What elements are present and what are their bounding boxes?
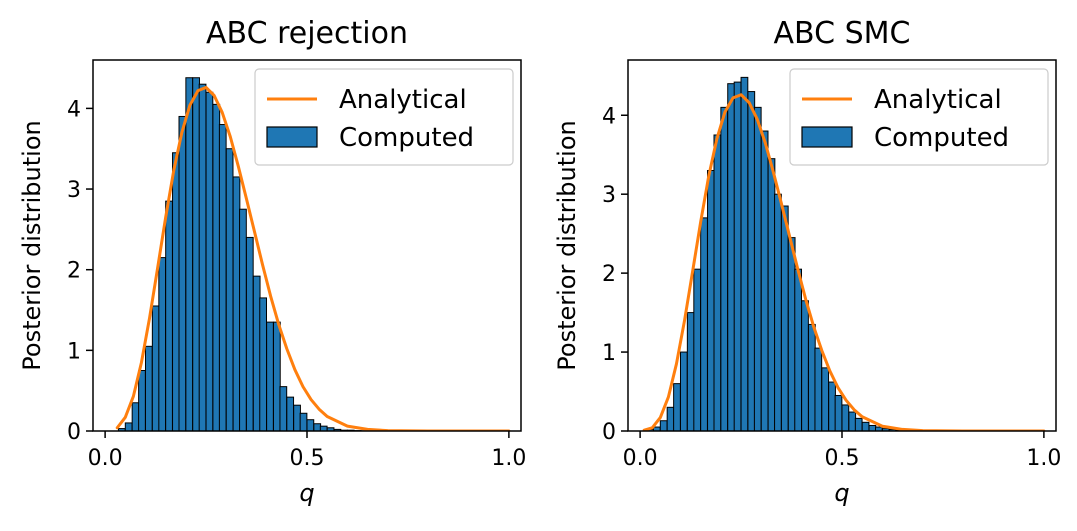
histogram-bar (848, 411, 857, 431)
x-tick-label: 0.0 (88, 446, 123, 471)
histogram-bar (286, 396, 295, 431)
histogram-bar (225, 148, 234, 431)
chart-panel-2: 0.0 0.5 1.0 0 1 2 3 4 ABC SMC q Posterior distribu… (553, 16, 1061, 507)
histogram-bar (834, 394, 843, 431)
histogram-bar (814, 347, 823, 431)
histogram-bar (707, 170, 715, 431)
y-tick-label: 3 (602, 183, 616, 208)
histogram-bar (239, 208, 247, 431)
histogram-bar (774, 193, 782, 431)
y-tick-label: 2 (67, 259, 81, 284)
legend-label-computed: Computed (874, 123, 1009, 153)
histogram-bar (733, 81, 742, 431)
legend-label-analytical: Analytical (339, 85, 467, 115)
histogram-bar (854, 417, 863, 431)
legend-swatch-computed (266, 126, 318, 148)
legend-label-computed: Computed (339, 123, 474, 153)
histogram-bar (212, 103, 221, 431)
histogram-bar (144, 345, 153, 431)
histogram-bar (747, 91, 756, 431)
histogram-bar (673, 383, 681, 431)
y-tick-label: 1 (602, 341, 616, 366)
histogram-bar (821, 367, 830, 431)
histogram-bar (787, 237, 796, 431)
histogram-bar (720, 106, 729, 431)
histogram-bar (165, 200, 173, 431)
histogram-bar (727, 83, 735, 431)
histogram-bar (198, 83, 207, 431)
chart-title: ABC SMC (774, 16, 911, 51)
y-tick-label: 2 (602, 262, 616, 287)
histogram-bar (138, 370, 146, 431)
x-tick-label: 0.5 (290, 446, 325, 471)
histogram-bar (861, 421, 870, 431)
histogram-bar (713, 134, 722, 431)
analytical-line (115, 85, 511, 431)
y-tick-label: 3 (67, 178, 81, 203)
y-tick-label: 4 (67, 97, 81, 122)
histogram-bar (306, 419, 315, 431)
histogram-bar (801, 300, 809, 431)
histogram-bar (700, 217, 708, 431)
histogram-bar (767, 158, 776, 431)
histogram-bar (232, 176, 241, 431)
histogram-bar (151, 305, 160, 431)
histogram-bars (117, 77, 389, 431)
histogram-bar (780, 205, 789, 431)
x-tick-label: 0.0 (623, 446, 658, 471)
legend-swatch-computed (801, 126, 853, 148)
histogram-bar (259, 297, 268, 431)
histogram-bar (192, 77, 200, 431)
histogram-bar (245, 236, 254, 431)
x-axis-label: q (834, 479, 849, 507)
histogram-bar (828, 381, 836, 431)
histogram-bar (760, 130, 769, 431)
histogram-bar (272, 321, 281, 431)
histogram-bar (299, 412, 308, 431)
histogram-bars (646, 76, 917, 431)
histogram-bar (172, 152, 180, 431)
histogram-bar (666, 406, 675, 431)
y-tick-label: 0 (602, 420, 616, 445)
y-tick-label: 0 (67, 420, 81, 445)
analytical-line (642, 93, 1046, 431)
histogram-bar (868, 424, 877, 431)
histogram-bar (693, 268, 702, 431)
histogram-bar (679, 351, 688, 431)
histogram-bar (807, 323, 816, 431)
y-tick-label: 4 (602, 104, 616, 129)
legend-label-analytical: Analytical (874, 85, 1002, 115)
histogram-bar (659, 420, 668, 431)
histogram-bar (205, 91, 214, 431)
y-axis-label: Posterior distribution (553, 120, 581, 370)
histogram-bar (124, 422, 133, 431)
chart-title: ABC rejection (206, 16, 408, 51)
histogram-bar (266, 321, 274, 431)
x-tick-label: 1.0 (1026, 446, 1061, 471)
histogram-bar (218, 124, 227, 431)
histogram-bar (740, 76, 749, 431)
histogram-bar (158, 257, 167, 431)
histogram-bar (131, 402, 140, 431)
histogram-bar (794, 268, 803, 431)
histogram-bar (185, 77, 194, 431)
histogram-bar (753, 106, 762, 431)
histogram-bar (293, 404, 301, 431)
y-axis-label: Posterior distribution (18, 120, 46, 370)
histogram-bar (841, 404, 850, 431)
legend-box (254, 68, 514, 166)
x-axis-label: q (299, 479, 314, 507)
histogram-bar (279, 386, 288, 431)
histogram-bar (178, 115, 187, 431)
chart-panel-1: 0.0 0.5 1.0 0 1 2 3 4 ABC rejection q Posterior di… (18, 16, 526, 507)
x-tick-label: 0.5 (825, 446, 860, 471)
legend-box (789, 68, 1049, 166)
x-tick-label: 1.0 (491, 446, 526, 471)
histogram-bar (252, 275, 261, 431)
y-tick-label: 1 (67, 339, 81, 364)
histogram-bar (686, 312, 695, 431)
histogram-bar (313, 423, 322, 431)
